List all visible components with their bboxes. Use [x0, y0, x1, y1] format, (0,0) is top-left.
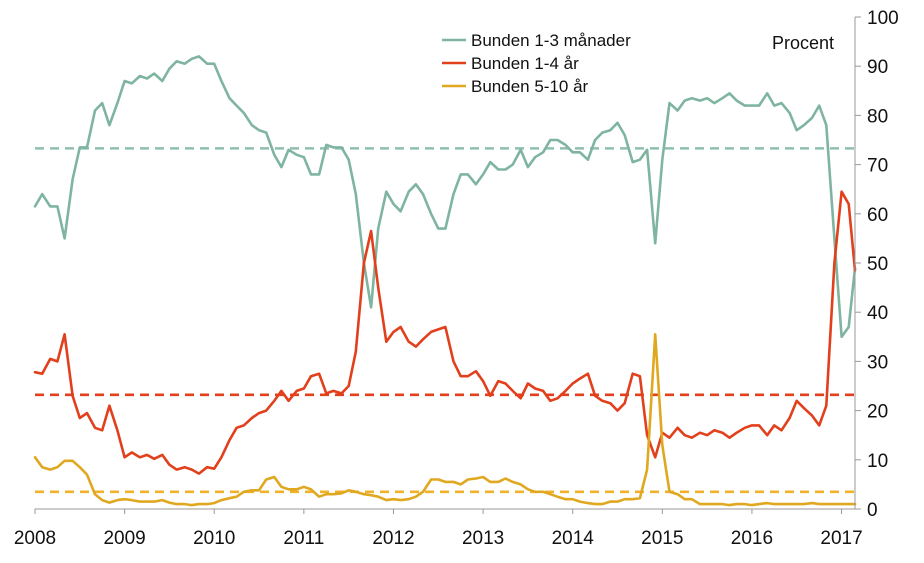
- x-ticks: 2008 2009 2010 2011 2012 2013 2014 2015 2016 2017: [14, 509, 863, 549]
- series-line-2: [33, 332, 857, 507]
- legend-label-0: Bunden 1-3 månader: [471, 31, 631, 50]
- y-tick-label: 10: [867, 451, 888, 472]
- y-tick-label: 80: [867, 106, 888, 127]
- x-tick-label: 2014: [552, 528, 595, 549]
- y-tick-label: 90: [867, 57, 888, 78]
- legend: Bunden 1-3 månader Bunden 1-4 år Bunden 5-…: [442, 31, 631, 96]
- average-lines: [35, 147, 855, 494]
- unit-label: Procent: [772, 33, 834, 53]
- y-tick-label: 30: [867, 352, 888, 373]
- y-tick-label: 50: [867, 254, 888, 275]
- legend-label-2: Bunden 5-10 år: [471, 77, 589, 96]
- y-tick-label: 60: [867, 205, 888, 226]
- series-line-1: [33, 190, 857, 475]
- x-tick-label: 2017: [820, 528, 862, 549]
- series-lines: [33, 55, 857, 507]
- x-tick-label: 2009: [103, 528, 145, 549]
- x-tick-label: 2010: [193, 528, 235, 549]
- y-ticks: 0 10 20 30 40 50 60 70 80 90 100: [855, 8, 899, 521]
- x-tick-label: 2015: [641, 528, 683, 549]
- x-tick-label: 2016: [731, 528, 773, 549]
- y-tick-label: 0: [867, 500, 878, 521]
- x-tick-label: 2013: [462, 528, 504, 549]
- y-tick-label: 20: [867, 402, 888, 423]
- series-line-0: [33, 55, 857, 339]
- y-tick-label: 70: [867, 156, 888, 177]
- y-tick-label: 40: [867, 303, 888, 324]
- x-tick-label: 2011: [283, 528, 324, 549]
- x-tick-label: 2012: [372, 528, 414, 549]
- y-tick-label: 100: [867, 8, 899, 29]
- x-tick-label: 2008: [14, 528, 56, 549]
- legend-label-1: Bunden 1-4 år: [471, 54, 579, 73]
